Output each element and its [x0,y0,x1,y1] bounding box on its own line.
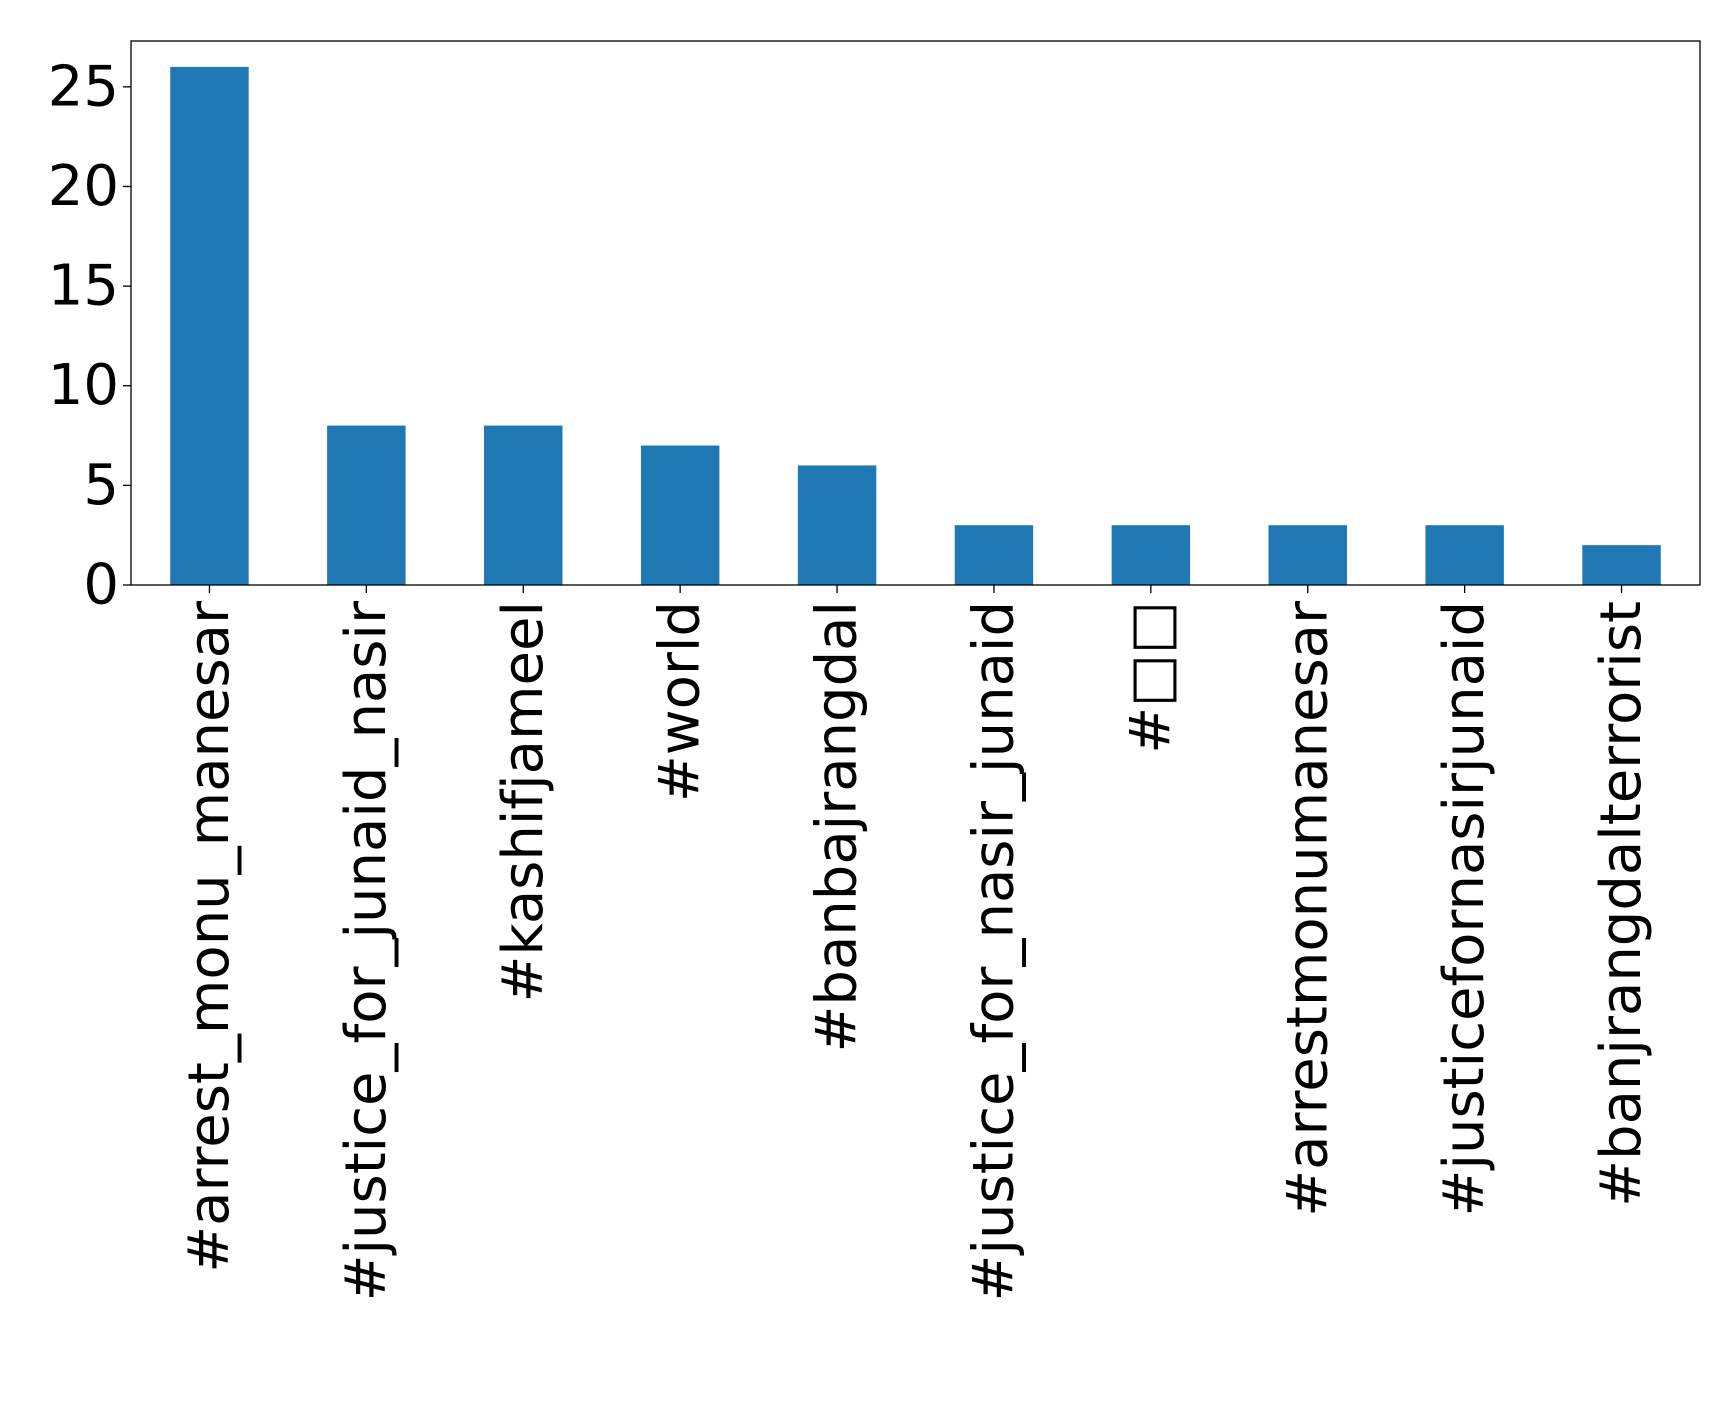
x-tick-label-7: #arrestmonumanesar [1275,600,1340,1217]
bar-5 [954,525,1034,585]
x-tick-label-2: #kashifjameel [491,601,556,1003]
bar-6 [1111,525,1191,585]
y-axis: 0 5 10 15 20 25 [48,54,131,618]
bar-1 [327,425,406,585]
x-tick-label-1: #justice_for_junaid_nasir [334,600,399,1301]
bars-layer [170,66,1661,585]
bar-2 [484,425,563,585]
y-tick-label-4: 20 [48,154,119,219]
x-axis: #arrest_monu_manesar #justice_for_junaid_… [177,585,1654,1301]
x-tick-label-5: #justice_for_nasir_junaid [961,601,1026,1301]
bar-3 [640,445,720,585]
x-tick-label-4: #banbajrangdal [805,601,870,1052]
x-tick-label-0: #arrest_monu_manesar [177,600,242,1273]
bar-4 [797,465,877,585]
x-tick-label-8: #justicefornasirjunaid [1432,601,1497,1216]
x-tick-label-9: #banjrangdalterrorist [1589,601,1654,1207]
x-tick-label-6: #□□ [1118,601,1183,754]
y-tick-label-5: 25 [48,54,119,119]
bar-0 [170,66,249,585]
bar-8 [1425,525,1504,585]
bar-9 [1582,545,1661,585]
bar-7 [1268,525,1347,585]
x-tick-label-3: #world [648,601,713,802]
plot-frame [130,40,1701,586]
y-tick-label-3: 15 [48,254,119,319]
y-tick-label-0: 0 [83,553,119,618]
y-tick-label-2: 10 [48,353,119,418]
y-tick-label-1: 5 [83,453,119,518]
